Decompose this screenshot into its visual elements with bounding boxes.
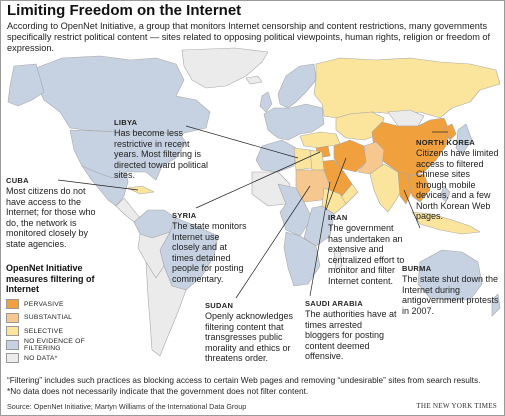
callout-burma-name: BURMA <box>402 264 432 273</box>
legend-swatch-selective <box>6 326 19 337</box>
legend-item-selective: SELECTIVE <box>6 325 118 339</box>
scandinavia <box>277 63 317 109</box>
southeast-asia <box>407 173 431 203</box>
callout-north-korea-text: Citizens have limited access to filtered… <box>416 148 499 221</box>
leader-line-libya <box>185 125 299 159</box>
russia <box>313 57 501 119</box>
callout-cuba-text: Most citizens do not have access to the … <box>6 186 96 249</box>
leader-line-burma <box>403 189 421 229</box>
callout-libya-name: LIBYA <box>114 118 138 127</box>
southern-africa <box>283 231 321 287</box>
legend-label-no-data: NO DATA* <box>24 354 58 362</box>
callout-syria-name: SYRIA <box>172 211 197 220</box>
callout-syria: SYRIA The state monitors Internet use cl… <box>172 210 248 284</box>
leader-line-syria <box>195 151 321 209</box>
callout-sudan-text: Openly acknowledges filtering content th… <box>205 311 294 363</box>
callout-cuba: CUBA Most citizens do not have access to… <box>6 175 104 249</box>
callout-iran-name: IRAN <box>328 213 348 222</box>
callout-syria-text: The state monitors Internet use closely … <box>172 221 247 284</box>
libya <box>293 147 313 171</box>
callout-north-korea-name: NORTH KOREA <box>416 138 476 147</box>
philippines <box>439 185 451 203</box>
map-legend: OpenNet Initiative measures filtering of… <box>6 263 118 365</box>
india <box>369 163 405 213</box>
new-zealand <box>491 293 501 317</box>
legend-label-substantial: SUBSTANTIAL <box>24 314 73 322</box>
world-map <box>7 47 501 357</box>
legend-title: OpenNet Initiative measures filtering of… <box>6 263 95 294</box>
morocco-algeria <box>255 139 297 173</box>
leader-line-cuba <box>57 179 139 191</box>
cuba <box>127 185 155 195</box>
east-africa <box>303 205 335 247</box>
argentina-chile <box>145 261 187 357</box>
leader-line-saudi <box>309 181 331 297</box>
callout-burma-text: The state shut down the Internet during … <box>402 274 499 316</box>
legend-label-no-evidence: NO EVIDENCE OF FILTERING <box>24 337 85 352</box>
callout-saudi-arabia-name: SAUDI ARABIA <box>305 299 363 308</box>
legend-swatch-no-evidence <box>6 339 19 350</box>
mongolia <box>387 109 425 127</box>
europe <box>263 103 325 141</box>
iceland <box>245 75 263 85</box>
alaska <box>7 63 45 107</box>
legend-swatch-pervasive <box>6 299 19 310</box>
madagascar <box>333 247 343 271</box>
legend-item-no-data: NO DATA* <box>6 352 118 366</box>
callout-saudi-arabia-text: The authorities have at times arrested b… <box>305 309 397 361</box>
legend-swatch-substantial <box>6 312 19 323</box>
malaysia-indonesia <box>411 211 481 235</box>
callout-iran-text: The government has undertaken an extensi… <box>328 223 405 286</box>
legend-swatch-no-data <box>6 353 19 364</box>
greenland <box>181 47 269 89</box>
canada <box>35 55 211 135</box>
callout-sudan-name: SUDAN <box>205 301 234 310</box>
leader-line-sudan <box>235 185 311 299</box>
china <box>371 117 451 177</box>
callout-burma: BURMA The state shut down the Internet d… <box>402 263 500 316</box>
legend-item-pervasive: PERVASIVE <box>6 298 118 312</box>
legend-item-substantial: SUBSTANTIAL <box>6 311 118 325</box>
legend-label-pervasive: PERVASIVE <box>24 300 64 308</box>
callout-north-korea: NORTH KOREA Citizens have limited access… <box>416 137 502 222</box>
australia <box>417 249 483 301</box>
intro-text: According to OpenNet Initiative, a group… <box>7 21 491 53</box>
north-korea <box>443 123 457 141</box>
legend-label-selective: SELECTIVE <box>24 327 64 335</box>
footnote-filtering: “Filtering” includes such practices as b… <box>7 375 481 385</box>
callout-libya-text: Has become less restrictive in recent ye… <box>114 128 209 180</box>
turkey <box>299 131 341 149</box>
iran <box>333 139 367 173</box>
callout-iran: IRAN The government has undertaken an ex… <box>328 212 406 286</box>
publisher-credit: THE NEW YORK TIMES <box>416 402 497 410</box>
uk <box>259 91 273 113</box>
callout-saudi-arabia: SAUDI ARABIA The authorities have at tim… <box>305 298 397 362</box>
footnote-no-data: *No data does not necessarily indicate t… <box>7 385 309 396</box>
graphic-title: Limiting Freedom on the Internet <box>7 2 242 19</box>
source-line: Source: OpenNet Initiative; Martyn Willi… <box>7 402 247 411</box>
callout-libya: LIBYA Has become less restrictive in rec… <box>114 117 210 181</box>
japan <box>455 123 473 155</box>
footnotes: “Filtering” includes such practices as b… <box>7 375 502 396</box>
callout-sudan: SUDAN Openly acknowledges filtering cont… <box>205 300 305 364</box>
leader-line-iran <box>325 157 347 211</box>
legend-item-no-evidence: NO EVIDENCE OF FILTERING <box>6 338 118 352</box>
callout-cuba-name: CUBA <box>6 176 29 185</box>
